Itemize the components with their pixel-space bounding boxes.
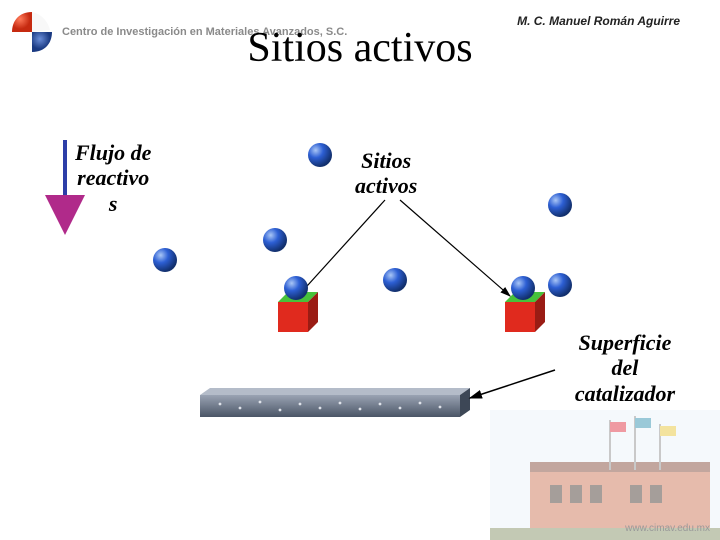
reactant-sphere	[383, 268, 407, 292]
reactant-sphere	[548, 273, 572, 297]
reactant-sphere	[284, 276, 308, 300]
label-sitios: Sitios activos	[355, 148, 417, 199]
reactant-sphere	[511, 276, 535, 300]
label-flujo: Flujo de reactivo s	[75, 140, 151, 216]
reactant-sphere	[263, 228, 287, 252]
page-title: Sitios activos	[0, 24, 720, 72]
site-arrow	[400, 200, 510, 296]
building-illustration	[490, 410, 720, 540]
site-cube	[278, 292, 318, 332]
reactant-sphere	[153, 248, 177, 272]
site-cube	[505, 292, 545, 332]
surface-arrow	[470, 370, 555, 398]
footer-url: www.cimav.edu.mx	[625, 523, 710, 534]
catalyst-surface	[200, 388, 470, 417]
label-superficie: Superficie del catalizador	[555, 330, 695, 406]
site-arrow	[298, 200, 385, 296]
reactant-sphere	[308, 143, 332, 167]
reactant-sphere	[548, 193, 572, 217]
